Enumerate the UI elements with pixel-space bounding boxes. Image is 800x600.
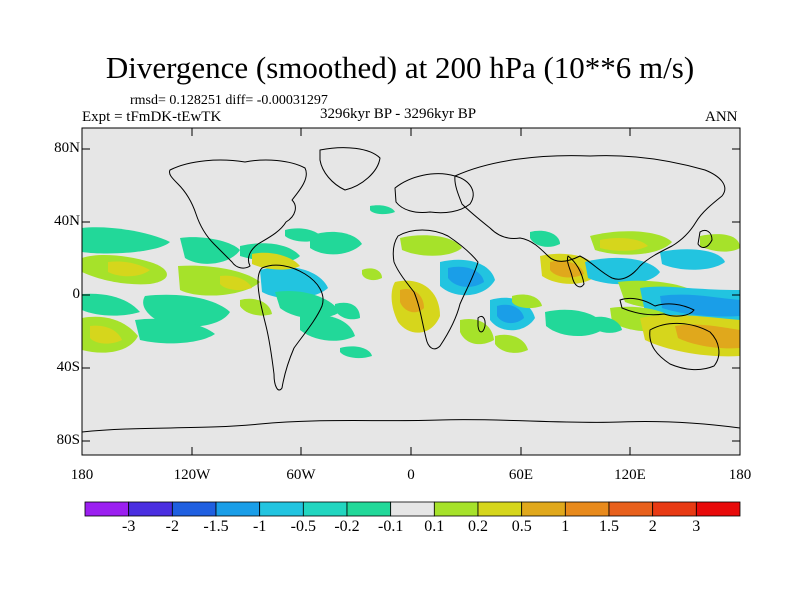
- field-patch: [675, 324, 740, 349]
- coastline-india: [567, 255, 585, 288]
- field-patch: [530, 230, 560, 247]
- colorbar-box: [390, 501, 435, 517]
- colorbar-label: -2: [165, 518, 179, 535]
- colorbar-label: 2: [648, 518, 657, 535]
- chart-title: Divergence (smoothed) at 200 hPa (10**6 …: [105, 50, 695, 85]
- colorbar-label: -0.5: [290, 518, 316, 535]
- colorbar-box: [695, 501, 741, 517]
- field-patch: [220, 275, 252, 291]
- lat-ticks: [82, 148, 740, 442]
- coastline-africa: [392, 229, 479, 350]
- field-patch: [590, 316, 622, 333]
- coastline-south-america: [257, 264, 324, 391]
- field-patch: [700, 234, 740, 252]
- field-patch: [600, 238, 648, 251]
- lon-label-180e: 180: [728, 467, 752, 483]
- field-patch: [335, 302, 360, 320]
- colorbar-box: [128, 501, 173, 517]
- coastline-japan: [697, 229, 713, 248]
- colorbar-label: -1: [253, 518, 267, 535]
- field-patch: [143, 294, 230, 327]
- lon-ticks: [81, 128, 741, 455]
- colorbar-box: [171, 501, 217, 517]
- field-patch: [495, 334, 528, 353]
- colorbar-label: -0.2: [334, 518, 360, 535]
- colorbar-box: [346, 501, 392, 517]
- lon-label-60w: 60W: [286, 467, 316, 483]
- lat-label-40s: 40S: [56, 359, 80, 375]
- field-patch: [660, 249, 725, 270]
- coastline-australia: [649, 322, 720, 371]
- season-label: ANN: [705, 109, 738, 125]
- field-patch: [135, 318, 215, 344]
- coastline-europe: [394, 173, 474, 214]
- colorbar: [84, 501, 741, 517]
- lat-label-40n: 40N: [54, 213, 80, 229]
- field-patch: [310, 231, 362, 255]
- colorbar-box: [521, 501, 566, 517]
- colorbar-label: -0.1: [378, 518, 404, 535]
- lat-label-80n: 80N: [54, 140, 80, 156]
- field-patch: [370, 205, 395, 215]
- field-patch: [180, 237, 240, 264]
- field-patch: [82, 293, 140, 316]
- field-patch: [400, 235, 462, 256]
- lon-label-180w: 180: [70, 467, 94, 483]
- coastline-indonesia: [619, 297, 695, 317]
- colorbar-label: 0.5: [511, 518, 532, 535]
- field-patch: [512, 294, 542, 309]
- field-patch: [550, 260, 584, 278]
- colorbar-label: 0.2: [468, 518, 488, 535]
- lon-label-0: 0: [407, 467, 415, 483]
- field-patch: [260, 266, 328, 299]
- colorbar-box: [215, 501, 261, 517]
- lat-label-80s: 80S: [56, 432, 80, 448]
- period-label: 3296kyr BP - 3296kyr BP: [320, 106, 477, 122]
- field-patch: [82, 227, 170, 254]
- coastline-antarctica: [82, 419, 740, 433]
- field-patch: [362, 268, 382, 281]
- colorbar-box: [564, 501, 610, 517]
- colorbar-box: [259, 501, 304, 517]
- field-patch: [660, 294, 740, 317]
- field-patch: [285, 228, 322, 242]
- field-patch: [400, 288, 424, 313]
- coastline-north-america: [169, 159, 307, 269]
- lon-label-60e: 60E: [508, 467, 534, 483]
- field-patch: [252, 252, 300, 270]
- field-patch: [340, 346, 372, 359]
- colorbar-label: 1.5: [599, 518, 619, 535]
- colorbar-label: -1.5: [203, 518, 229, 535]
- coastline-madagascar: [477, 315, 486, 333]
- colorbar-box: [608, 501, 654, 517]
- field-patch: [275, 290, 340, 319]
- colorbar-box: [433, 501, 479, 517]
- colorbar-label: 1: [561, 518, 570, 535]
- stats-text: rmsd= 0.128251 diff= -0.00031297: [130, 93, 328, 108]
- colorbar-label: 3: [692, 518, 701, 535]
- coastline-asia: [454, 155, 726, 280]
- experiment-label: Expt = tFmDK-tEwTK: [82, 109, 222, 125]
- field-patch: [240, 298, 272, 316]
- coastlines: [82, 147, 740, 433]
- lon-label-120e: 120E: [614, 467, 646, 483]
- coastline-greenland: [319, 147, 381, 191]
- colorbar-label: 0.1: [424, 518, 445, 535]
- field-patch: [545, 309, 605, 337]
- colorbar-box: [477, 501, 523, 517]
- lat-label-eq: 0: [72, 286, 81, 302]
- field-patch: [108, 261, 150, 277]
- colorbar-label: -3: [122, 518, 136, 535]
- lon-label-120w: 120W: [173, 467, 211, 483]
- field-patch: [90, 325, 122, 344]
- field-patch: [497, 304, 524, 324]
- colorbar-box: [652, 501, 697, 517]
- colorbar-box: [302, 501, 348, 517]
- colorbar-box: [84, 501, 130, 517]
